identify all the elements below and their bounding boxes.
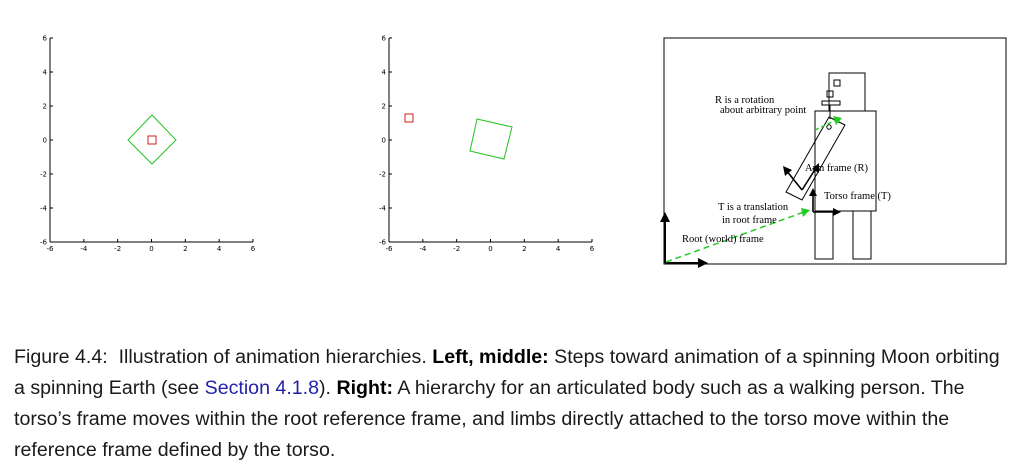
caption-text: Steps toward animation of a spinning Moo… <box>14 346 1000 399</box>
y-tick-label: -4 <box>40 205 48 213</box>
caption-text: ). <box>319 377 331 399</box>
x-tick-label: -2 <box>114 245 121 253</box>
hierarchy-diagram: R is a rotation about arbitrary point Ar… <box>660 37 1007 268</box>
x-tick-label: -6 <box>386 245 394 253</box>
pivot-point <box>826 124 832 130</box>
arm-frame-y-arrow <box>801 167 817 191</box>
axis-ticks: -6 -4 -2 0 2 4 6 6 4 2 0 -2 -4 -6 <box>379 35 595 254</box>
arrowhead <box>833 208 841 216</box>
torso <box>814 110 877 212</box>
earth-square <box>127 114 177 165</box>
x-tick-label: 2 <box>183 245 187 253</box>
x-tick-label: 4 <box>556 245 561 253</box>
y-tick-label: -6 <box>379 239 387 247</box>
rotation-arrow <box>814 119 837 131</box>
section-link[interactable]: Section 4.1.8 <box>204 377 320 399</box>
x-tick-label: 6 <box>251 245 256 253</box>
x-tick-label: -2 <box>453 245 460 253</box>
moon-square <box>404 113 414 123</box>
y-tick-label: 0 <box>382 137 386 145</box>
y-tick-label: -4 <box>379 205 387 213</box>
caption-figure-label: Figure 4.4: <box>14 346 108 368</box>
arrowhead <box>783 166 792 176</box>
x-tick-label: -4 <box>419 245 427 253</box>
arrowhead <box>698 258 708 268</box>
label-rotation-line1: R is a rotation <box>715 95 775 106</box>
arrowhead <box>801 208 810 217</box>
figure-caption: Figure 4.4: Illustration of animation hi… <box>14 342 1004 466</box>
y-tick-label: 6 <box>382 35 387 43</box>
label-rotation-line2: about arbitrary point <box>720 105 806 116</box>
left-plot: -6 -4 -2 0 2 4 6 6 4 2 0 -2 -4 -6 <box>40 35 256 254</box>
caption-text: A hierarchy for an articulated body such… <box>14 377 965 461</box>
x-tick-label: 0 <box>488 245 492 253</box>
y-tick-label: -2 <box>379 171 386 179</box>
caption-bold-left-middle: Left, middle: <box>432 346 549 368</box>
label-arm-frame: Arm frame (R) <box>805 163 868 174</box>
axis-ticks: -6 -4 -2 0 2 4 6 6 4 2 0 -2 -4 -6 <box>40 35 256 254</box>
y-tick-label: -2 <box>40 171 47 179</box>
y-tick-label: 2 <box>382 103 386 111</box>
x-tick-label: 4 <box>217 245 222 253</box>
y-tick-label: 2 <box>43 103 47 111</box>
arm-frame-x-arrow <box>785 169 803 191</box>
label-torso-frame: Torso frame (T) <box>824 191 891 202</box>
x-tick-label: -4 <box>80 245 88 253</box>
small-square <box>826 90 834 98</box>
arrowhead <box>833 116 842 125</box>
label-translation-line2: in root frame <box>722 215 777 226</box>
arrowhead <box>660 212 670 222</box>
translation-arrow <box>665 211 805 263</box>
earth-square <box>469 118 513 160</box>
y-tick-label: 6 <box>43 35 48 43</box>
y-tick-label: 0 <box>43 137 47 145</box>
pivot-mark <box>821 100 841 106</box>
label-translation-line1: T is a translation <box>718 202 789 213</box>
diagram-border <box>663 37 1007 265</box>
x-tick-label: 6 <box>590 245 595 253</box>
caption-text: Illustration of animation hierarchies. <box>118 346 427 368</box>
caption-bold-right: Right: <box>336 377 394 399</box>
middle-plot: -6 -4 -2 0 2 4 6 6 4 2 0 -2 -4 -6 <box>379 35 595 254</box>
x-tick-label: -6 <box>47 245 55 253</box>
arrowhead <box>809 188 817 196</box>
y-tick-label: 4 <box>43 69 48 77</box>
moon-square <box>147 135 157 145</box>
y-tick-label: -6 <box>40 239 48 247</box>
label-root-frame: Root (world) frame <box>682 234 764 245</box>
eye-square <box>833 79 841 87</box>
arrowhead <box>812 163 819 173</box>
arm <box>785 116 846 201</box>
y-tick-label: 4 <box>382 69 387 77</box>
x-tick-label: 2 <box>522 245 526 253</box>
left-leg <box>814 210 834 260</box>
right-leg <box>852 210 872 260</box>
x-tick-label: 0 <box>149 245 153 253</box>
